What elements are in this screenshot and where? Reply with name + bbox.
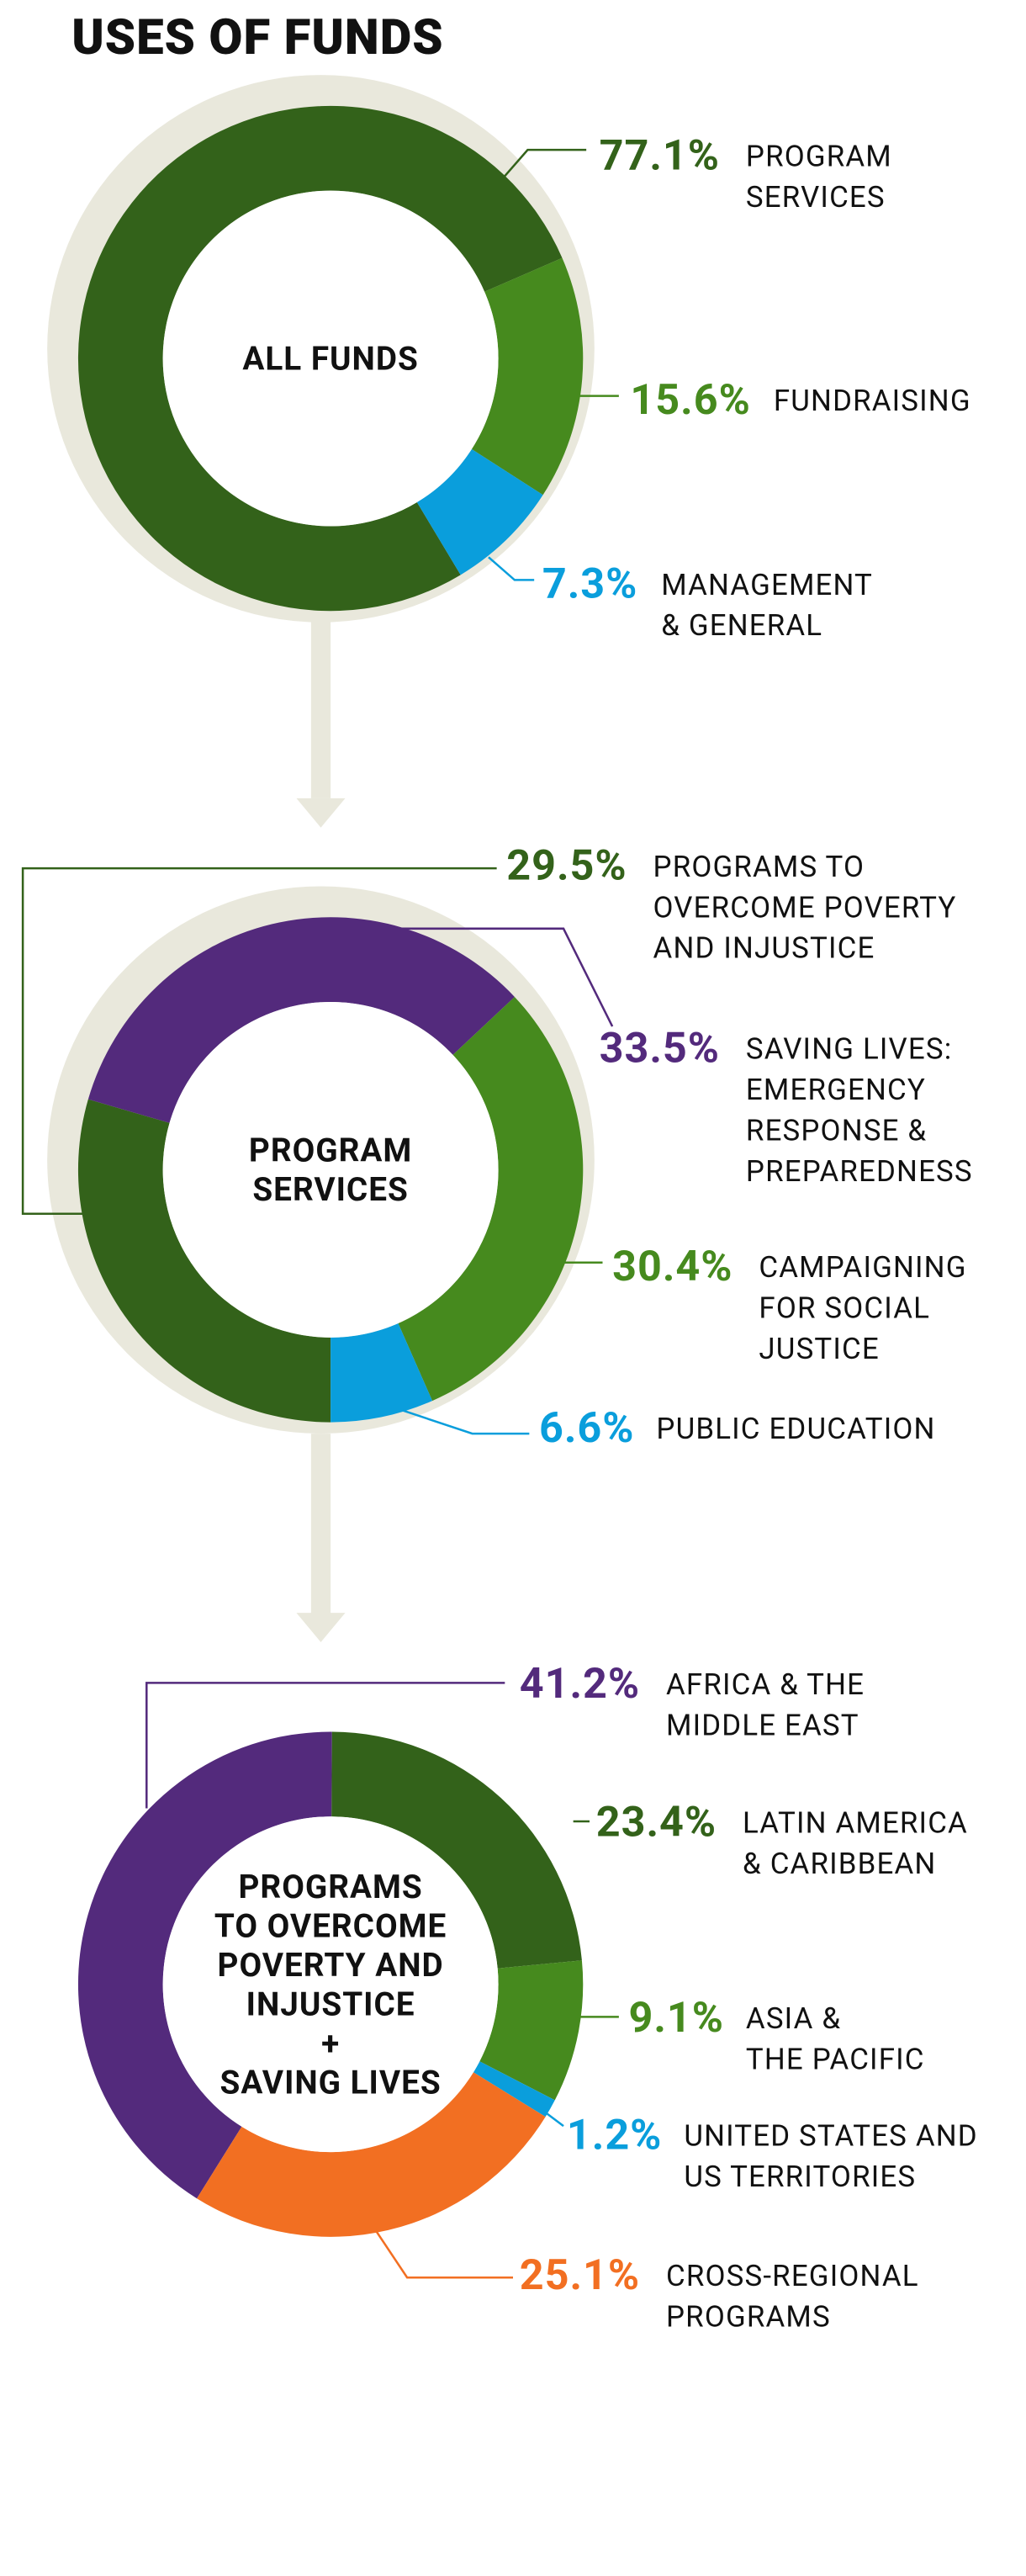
donut-hole: [162, 190, 499, 527]
leader-line: [488, 556, 535, 581]
category-label: FUNDRAISING: [773, 384, 971, 419]
value-label: 41.2%: [519, 1660, 641, 1709]
category-label: PROGRAM SERVICES: [745, 140, 892, 215]
donut-segment: [331, 1322, 433, 1423]
page-title: USES OF FUNDS: [71, 9, 444, 67]
donut-segment: [331, 1731, 582, 1969]
value-label: 15.6%: [630, 376, 751, 426]
value-label: 9.1%: [628, 1994, 724, 2043]
donut-segment: [471, 257, 584, 496]
center-label: PROGRAM SERVICES: [248, 1130, 413, 1209]
category-label: CROSS-REGIONAL PROGRAMS: [666, 2259, 919, 2335]
leader-line: [21, 867, 497, 1215]
category-label: MANAGEMENT & GENERAL: [661, 568, 874, 644]
category-label: UNITED STATES AND US TERRITORIES: [684, 2119, 978, 2195]
center-label: PROGRAMS TO OVERCOME POVERTY AND INJUSTI…: [214, 1867, 447, 2102]
donut-hole: [162, 1816, 499, 2153]
donut-segment: [77, 1731, 332, 2199]
center-label: ALL FUNDS: [242, 338, 419, 379]
category-label: ASIA & THE PACIFIC: [745, 2001, 925, 2078]
value-label: 1.2%: [566, 2111, 663, 2160]
leader-line: [390, 927, 614, 1027]
donut-segment: [479, 1960, 584, 2101]
donut-segment: [398, 996, 584, 1402]
donut-segment: [473, 2061, 555, 2118]
category-label: LATIN AMERICA & CARIBBEAN: [743, 1806, 968, 1882]
value-label: 7.3%: [542, 560, 638, 610]
leader-line: [504, 148, 587, 177]
donut-segment: [197, 2072, 546, 2237]
donut-segment: [87, 917, 515, 1123]
value-label: 25.1%: [519, 2251, 641, 2301]
value-label: 33.5%: [599, 1025, 720, 1074]
category-label: CAMPAIGNING FOR SOCIAL JUSTICE: [759, 1251, 967, 1367]
donut-segment: [77, 1099, 331, 1423]
leader-line: [399, 1407, 530, 1435]
value-label: 23.4%: [595, 1798, 717, 1848]
value-label: 77.1%: [599, 131, 720, 181]
category-label: PROGRAMS TO OVERCOME POVERTY AND INJUSTI…: [653, 850, 957, 967]
value-label: 29.5%: [506, 842, 627, 892]
category-label: PUBLIC EDUCATION: [656, 1412, 936, 1447]
value-label: 30.4%: [612, 1243, 733, 1292]
leader-line: [537, 2105, 564, 2128]
leader-line: [373, 2228, 514, 2279]
leader-line: [145, 1682, 505, 1809]
donut-segment: [416, 448, 543, 575]
donut-hole: [162, 1001, 499, 1338]
donut-segment: [77, 105, 563, 612]
arrow: [296, 618, 346, 1643]
category-label: AFRICA & THE MIDDLE EAST: [666, 1667, 865, 1744]
category-label: SAVING LIVES: EMERGENCY RESPONSE & PREPA…: [745, 1032, 973, 1190]
value-label: 6.6%: [538, 1404, 635, 1454]
